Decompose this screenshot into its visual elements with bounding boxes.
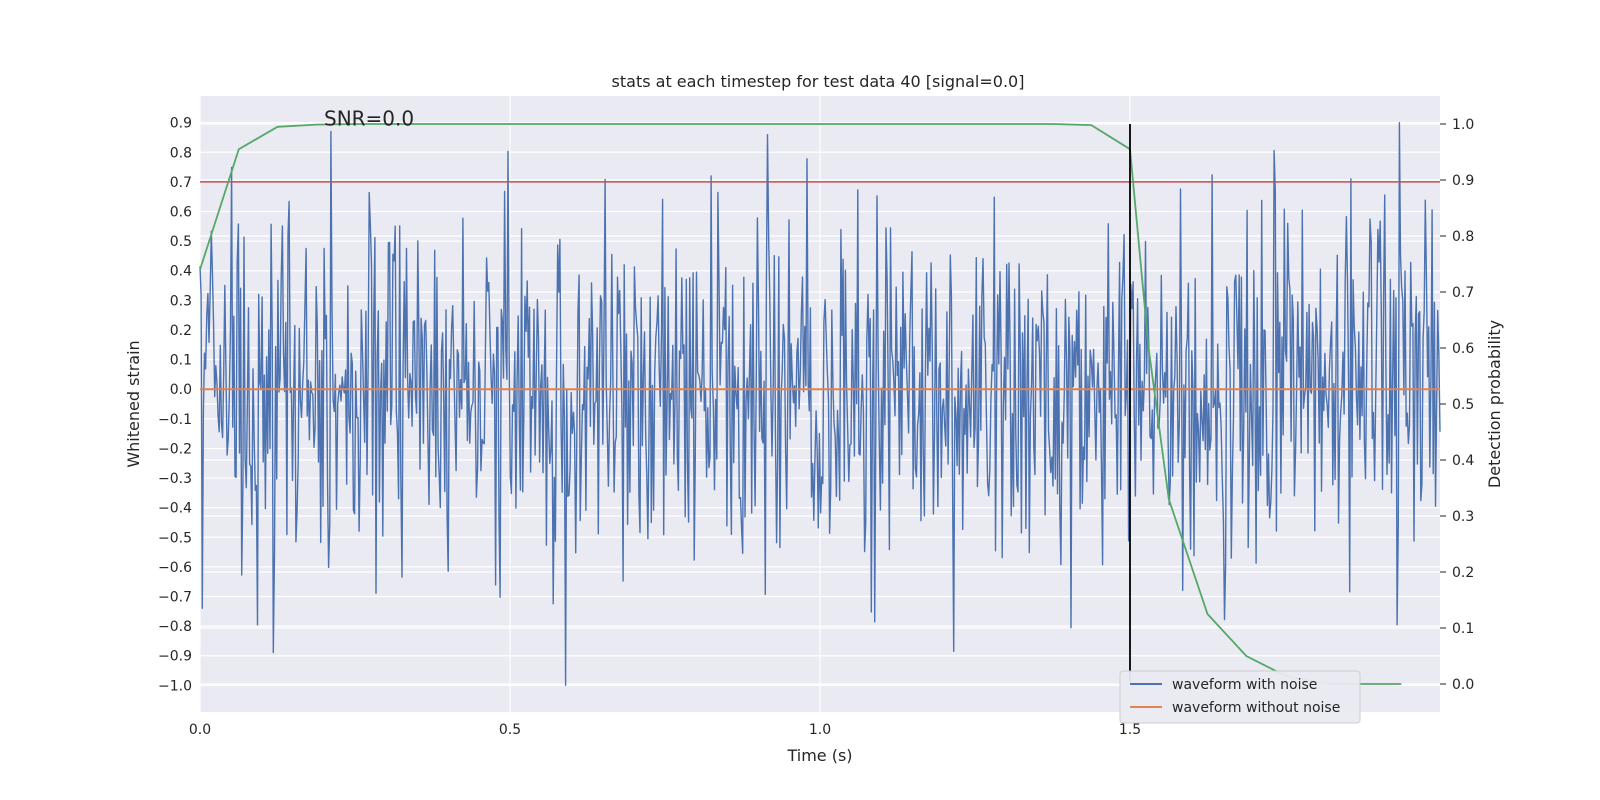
snr-annotation: SNR=0.0 xyxy=(324,107,414,131)
chart-title: stats at each timestep for test data 40 … xyxy=(612,72,1025,91)
y-tick-label: 0.3 xyxy=(170,293,192,309)
x-tick-label: 0.0 xyxy=(189,722,211,738)
y2-tick-label: 0.5 xyxy=(1452,397,1474,413)
x-tick-label: 1.5 xyxy=(1119,722,1141,738)
y-tick-label: −0.5 xyxy=(158,530,192,546)
y2-tick-label: 1.0 xyxy=(1452,117,1474,133)
y2-tick-label: 0.6 xyxy=(1452,341,1474,357)
y-tick-label: 0.9 xyxy=(170,116,192,132)
y-tick-label: −0.1 xyxy=(158,412,192,428)
y-tick-label: 0.5 xyxy=(170,234,192,250)
y-tick-label: −1.0 xyxy=(158,678,192,694)
legend-box xyxy=(1119,670,1361,724)
y-axis-label: Whitened strain xyxy=(124,340,143,467)
y2-tick-label: 0.4 xyxy=(1452,453,1474,469)
legend-label-waveform-with-noise: waveform with noise xyxy=(1172,677,1317,693)
y-tick-label: 0.0 xyxy=(170,382,192,398)
y-axis-right: 1.0 0.9 0.8 0.7 0.6 0.5 0.4 0.3 0.2 0.1 0.0 xyxy=(1440,117,1474,693)
y-tick-label: −0.6 xyxy=(158,560,192,576)
y-tick-label: −0.8 xyxy=(158,619,192,635)
y-tick-label: 0.4 xyxy=(170,264,192,280)
y-tick-label: 0.2 xyxy=(170,323,192,339)
y-tick-label: −0.4 xyxy=(158,501,192,517)
y2-tick-label: 0.9 xyxy=(1452,173,1474,189)
y2-tick-label: 0.7 xyxy=(1452,285,1474,301)
y-tick-label: −0.9 xyxy=(158,649,192,665)
x-axis-label: Time (s) xyxy=(786,746,852,765)
x-tick-label: 1.0 xyxy=(809,722,831,738)
y2-tick-label: 0.0 xyxy=(1452,677,1474,693)
y-tick-label: −0.2 xyxy=(158,441,192,457)
series-detection-probability xyxy=(199,123,1402,685)
legend-label-waveform-without-noise: waveform without noise xyxy=(1172,700,1340,716)
y2-tick-label: 0.8 xyxy=(1452,229,1474,245)
y2-tick-label: 0.2 xyxy=(1452,565,1474,581)
x-axis: 0.0 0.5 1.0 1.5 xyxy=(189,722,1141,738)
y-tick-label: 0.1 xyxy=(170,353,192,369)
y-tick-label: −0.3 xyxy=(158,471,192,487)
y-tick-label: 0.6 xyxy=(170,205,192,221)
y-tick-label: 0.8 xyxy=(170,145,192,161)
y2-axis-label: Detection probability xyxy=(1485,320,1504,488)
plot-area xyxy=(199,122,1441,686)
y2-tick-label: 0.1 xyxy=(1452,621,1474,637)
y-axis-left: 0.9 0.8 0.7 0.6 0.5 0.4 0.3 0.2 0.1 0.0 −0.1 −0.2 −0… xyxy=(158,116,192,695)
x-tick-label: 0.5 xyxy=(499,722,521,738)
y-tick-label: −0.7 xyxy=(158,590,192,606)
y2-tick-label: 0.3 xyxy=(1452,509,1474,525)
series-waveform-with-noise xyxy=(199,122,1441,686)
y-tick-label: 0.7 xyxy=(170,175,192,191)
legend: waveform with noise waveform without noi… xyxy=(1119,670,1361,724)
